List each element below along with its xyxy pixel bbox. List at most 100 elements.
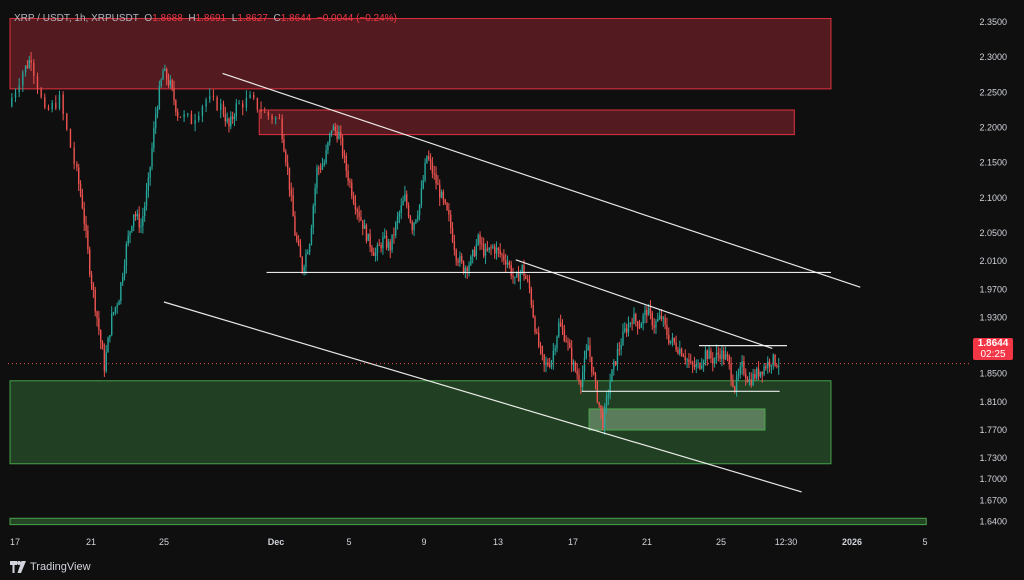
symbol-header: XRP / USDT, 1h, XRPUSDT O1.8688 H1.8691 …: [14, 13, 397, 24]
demand-band-zone[interactable]: [9, 517, 927, 526]
supply-zone[interactable]: [258, 109, 795, 136]
y-tick-label: 1.9700: [979, 284, 1007, 294]
candle-body: [768, 361, 771, 367]
candle-body: [389, 241, 391, 251]
candle-body: [228, 118, 230, 127]
candle-body: [673, 337, 675, 343]
candle-body: [772, 354, 774, 365]
supply-zone[interactable]: [9, 18, 832, 90]
x-tick-label: 5: [346, 537, 351, 547]
candle-body: [260, 109, 262, 112]
candle-body: [231, 116, 234, 120]
candle-body: [675, 342, 677, 350]
high-label: H: [188, 13, 196, 24]
candle-body: [371, 247, 373, 252]
candle-body: [164, 69, 166, 71]
candle-body: [343, 155, 346, 157]
candle-body: [486, 248, 489, 251]
candle-body: [242, 103, 244, 108]
open-label: O: [144, 13, 153, 24]
candle-body: [609, 381, 611, 395]
close-value: 1.8644: [280, 13, 312, 24]
candle-body: [517, 272, 520, 282]
candle-body: [90, 274, 93, 285]
candle-body: [446, 203, 448, 210]
candle-body: [281, 118, 283, 140]
candle-body: [532, 305, 534, 318]
candle-body: [658, 315, 661, 319]
x-tick-label: 17: [10, 537, 20, 547]
candle-body: [123, 265, 126, 277]
candle-body: [730, 363, 732, 380]
candle-body: [101, 342, 104, 350]
candle-body: [728, 355, 730, 364]
candle-body: [723, 350, 725, 360]
candle-body: [107, 337, 109, 353]
candle-body: [190, 113, 193, 125]
candle-body: [417, 215, 419, 220]
x-tick-label: 2026: [842, 537, 862, 547]
candle-body: [275, 117, 277, 120]
candle-body: [422, 180, 424, 189]
candle-body: [145, 190, 148, 207]
candle-body: [158, 86, 161, 109]
candle-body: [367, 233, 369, 241]
candle-body: [448, 209, 450, 215]
candle-body: [28, 59, 30, 68]
candle-body: [543, 354, 545, 365]
candle-body: [187, 113, 189, 115]
candle-body: [256, 98, 259, 110]
demand-zone[interactable]: [9, 380, 832, 465]
candle-body: [484, 248, 487, 256]
candle-body: [633, 314, 635, 324]
candle-body: [33, 62, 35, 77]
y-tick-label: 2.0100: [979, 256, 1007, 266]
candle-body: [479, 234, 481, 244]
candle-body: [756, 368, 758, 379]
candle-body: [715, 352, 718, 359]
candle-body: [677, 349, 679, 354]
candle-body: [591, 356, 593, 373]
candle-body: [545, 362, 547, 365]
candle-body: [142, 216, 144, 227]
candle-body: [708, 350, 710, 360]
tradingview-logo[interactable]: TradingView: [10, 561, 91, 573]
candle-body: [55, 103, 57, 109]
candle-body: [167, 79, 170, 86]
candle-body: [356, 209, 358, 212]
candle-body: [314, 187, 316, 207]
candle-body: [140, 226, 142, 228]
target-zone[interactable]: [588, 408, 766, 431]
candle-body: [395, 222, 397, 236]
candle-body: [138, 213, 140, 228]
candle-body: [439, 184, 441, 198]
candle-body: [360, 217, 362, 221]
channel-lower-line[interactable]: [163, 301, 802, 493]
candle-body: [613, 361, 615, 370]
candle-body: [288, 167, 291, 190]
trend-inner-line[interactable]: [515, 259, 773, 349]
candle-body: [554, 348, 556, 351]
candle-body: [83, 208, 85, 224]
candle-body: [699, 363, 701, 369]
candle-body: [404, 194, 406, 201]
candle-body: [680, 348, 683, 356]
channel-upper-line[interactable]: [222, 72, 861, 288]
candle-body: [561, 326, 564, 330]
candle-body: [713, 358, 716, 364]
candle-body: [116, 305, 118, 308]
candle-body: [79, 183, 82, 196]
candle-body: [76, 163, 78, 168]
candle-body: [303, 266, 305, 272]
candle-body: [209, 96, 211, 100]
candle-body: [585, 350, 588, 358]
x-tick-label: 21: [86, 537, 96, 547]
candle-body: [559, 322, 562, 327]
candle-body: [264, 111, 266, 113]
candle-body: [321, 164, 324, 170]
candle-body: [235, 103, 238, 117]
candle-body: [466, 267, 468, 272]
candle-body: [429, 159, 432, 163]
candle-body: [761, 371, 763, 375]
